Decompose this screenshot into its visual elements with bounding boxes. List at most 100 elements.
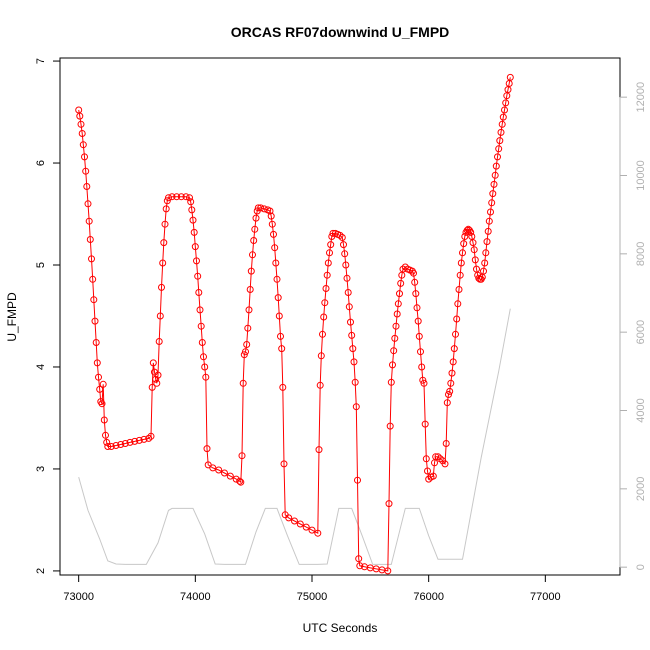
data-point <box>424 467 431 475</box>
y2-tick-label: 2000 <box>635 477 647 501</box>
data-point <box>272 259 280 267</box>
data-point <box>285 514 293 522</box>
data-point <box>246 286 254 293</box>
data-point <box>316 381 324 389</box>
data-point <box>221 469 228 477</box>
data-point <box>88 255 95 263</box>
data-point <box>490 180 498 188</box>
data-point <box>280 460 288 468</box>
data-point <box>414 317 422 325</box>
data-point <box>93 359 101 367</box>
data-point <box>422 455 430 463</box>
data-point <box>270 230 277 238</box>
data-point <box>96 385 104 393</box>
data-point <box>85 217 93 225</box>
data-point <box>186 194 193 202</box>
data-point <box>341 250 349 258</box>
data-point <box>273 275 281 283</box>
x-tick-label: 74000 <box>180 591 211 603</box>
data-point <box>387 378 395 386</box>
data-point <box>461 233 469 240</box>
data-point <box>98 400 106 408</box>
data-point <box>196 306 204 314</box>
data-point <box>191 243 199 251</box>
data-point <box>90 296 98 304</box>
data-point <box>162 205 170 213</box>
data-point <box>239 379 247 387</box>
data-point <box>329 229 337 237</box>
data-point <box>482 249 490 257</box>
data-point <box>469 239 477 247</box>
data-point <box>153 379 161 387</box>
y-axis-right: 0 2000 4000 6000 8000 10000 12000 <box>619 82 647 570</box>
x-tick-label: 77000 <box>530 591 561 603</box>
data-point <box>203 445 211 453</box>
data-point <box>195 289 203 296</box>
data-point <box>242 348 249 356</box>
data-point <box>77 120 85 128</box>
data-point <box>324 259 332 267</box>
data-point <box>487 208 494 216</box>
data-point <box>117 441 125 448</box>
data-point <box>327 241 335 249</box>
data-point <box>355 555 363 563</box>
altitude-line <box>78 308 511 565</box>
data-point <box>390 347 398 355</box>
data-point <box>302 523 310 531</box>
data-point <box>238 452 246 460</box>
data-point <box>315 446 323 454</box>
data-point <box>391 334 399 342</box>
data-point <box>291 517 298 525</box>
data-point <box>79 141 87 149</box>
data-point <box>356 562 364 570</box>
data-point <box>201 363 209 371</box>
y-axis-left: 2 3 4 5 6 7 <box>35 58 61 574</box>
data-point <box>452 330 459 338</box>
data-point <box>348 331 356 339</box>
data-point <box>457 259 465 267</box>
data-point <box>323 271 331 279</box>
data-point <box>99 380 107 388</box>
data-point <box>506 73 514 81</box>
data-point <box>243 341 251 348</box>
plot-frame <box>59 57 621 576</box>
data-point <box>336 231 344 239</box>
data-point <box>455 286 463 293</box>
data-point <box>429 472 437 480</box>
data-point <box>483 238 491 246</box>
data-point <box>267 212 275 220</box>
data-point <box>277 332 284 340</box>
data-point <box>501 106 508 114</box>
data-point <box>107 443 115 450</box>
data-point <box>413 304 421 312</box>
data-point <box>278 345 286 353</box>
data-point <box>418 363 426 371</box>
data-point <box>417 348 424 356</box>
data-point <box>131 437 139 445</box>
u-fmpd-line <box>78 77 511 572</box>
data-point <box>194 272 202 280</box>
data-point <box>140 435 148 443</box>
data-point <box>317 352 325 360</box>
x-axis-label: UTC Seconds <box>303 621 378 635</box>
data-point <box>168 193 176 201</box>
data-point <box>226 472 234 480</box>
data-point <box>410 269 417 277</box>
data-point <box>147 432 155 440</box>
data-point <box>95 373 102 381</box>
data-point <box>314 529 322 537</box>
data-point <box>412 290 420 298</box>
data-point <box>251 225 259 233</box>
data-point <box>244 324 252 332</box>
data-point <box>104 443 112 450</box>
data-point <box>161 220 169 228</box>
data-point <box>236 477 244 485</box>
y2-tick-label: 12000 <box>635 82 647 113</box>
data-point <box>349 345 357 353</box>
data-point <box>308 526 316 534</box>
data-point <box>173 193 181 201</box>
data-point <box>158 283 165 291</box>
data-point <box>126 438 134 446</box>
data-point <box>396 290 403 298</box>
